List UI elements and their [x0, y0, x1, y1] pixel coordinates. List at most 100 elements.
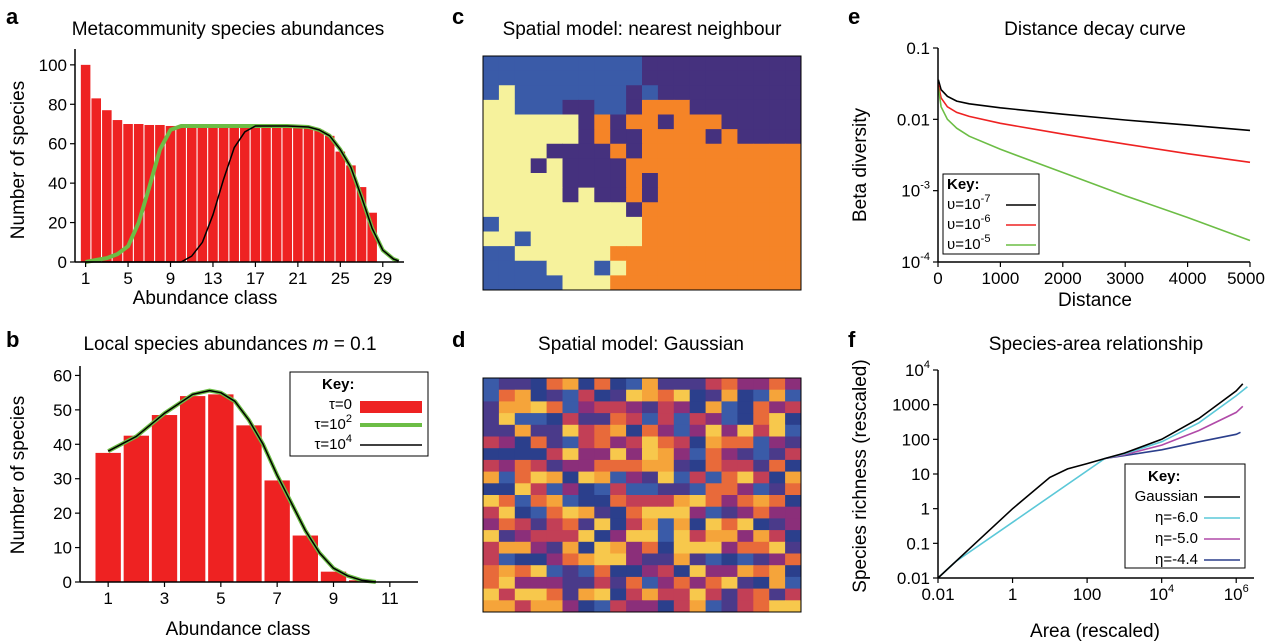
plot-d-cell: [642, 378, 659, 391]
plot-d-cell: [626, 459, 643, 473]
plot-c-cell: [657, 129, 675, 145]
plot-c-cell: [642, 70, 659, 86]
plot-a-bar: [250, 125, 261, 262]
plot-c-cell: [769, 187, 786, 203]
plot-d-cell: [483, 530, 500, 543]
plot-d-cell: [626, 424, 643, 437]
plot-c-cell: [785, 260, 802, 276]
plot-d-cell: [737, 401, 754, 414]
plot-c-cell: [610, 216, 627, 232]
plot-c-cell: [785, 56, 802, 72]
plot-d-cell: [498, 436, 516, 449]
plot-d-cell: [610, 401, 627, 414]
plot-d-cell: [626, 495, 643, 508]
plot-d-cell: [530, 471, 548, 484]
plot-c-cell: [769, 114, 786, 130]
plot-d-cell: [514, 506, 532, 519]
plot-b-bar: [95, 452, 121, 582]
plot-d-cell: [769, 459, 786, 473]
plot-c-cell: [785, 114, 802, 130]
plot-d-cell: [657, 565, 675, 578]
plot-d-cell: [721, 518, 738, 531]
plot-c-cell: [785, 275, 802, 291]
plot-d-cell: [785, 518, 802, 531]
plot-c-cell: [689, 85, 707, 101]
plot-c-cell: [689, 143, 707, 159]
plot-c-cell: [483, 202, 500, 218]
plot-c-cell: [514, 216, 532, 232]
plot-d-cell: [610, 576, 627, 590]
plot-d-cell: [610, 495, 627, 508]
plot-d-frame: [482, 377, 802, 613]
plot-d-cell: [578, 436, 595, 449]
plot-c-cell: [530, 70, 548, 86]
plot-d-cell: [737, 600, 754, 613]
plot-c-cell: [657, 216, 675, 232]
plot-c-cell: [673, 246, 691, 262]
plot-c-cell: [594, 143, 611, 159]
plot-a-bar: [261, 125, 271, 262]
plot-d-cell: [514, 459, 532, 473]
plot-c-cell: [610, 70, 627, 86]
plot-d-cell: [530, 483, 548, 496]
plot-d-cell: [626, 588, 643, 601]
plot-b-bar: [151, 415, 178, 582]
plot-d-cell: [673, 378, 691, 391]
plot-d-cell: [737, 483, 754, 496]
plot-c-cell: [530, 129, 548, 145]
plot-f-y-tick-label: 1000: [892, 396, 930, 415]
plot-d-cell: [673, 565, 691, 578]
plot-c-cell: [610, 114, 627, 130]
plot-c-cell: [769, 231, 786, 247]
plot-c-cell: [642, 260, 659, 276]
plot-c-cell: [721, 216, 738, 232]
plot-d-cell: [737, 495, 754, 508]
plot-c-cell: [483, 143, 500, 159]
plot-d-cell: [657, 483, 675, 496]
plot-c-cell: [753, 275, 770, 291]
plot-c-cell: [594, 275, 611, 291]
plot-d-cell: [769, 530, 786, 543]
plot-c-cell: [578, 173, 595, 189]
plot-c-cell: [721, 56, 738, 72]
legend-b-swatch-0: [360, 401, 422, 413]
plot-d-cell: [642, 436, 659, 449]
plot-d-cell: [737, 588, 754, 601]
plot-d-cell: [721, 506, 738, 519]
plot-a-y-tick-label: 40: [48, 174, 67, 193]
plot-d-cell: [626, 436, 643, 449]
plot-d-cell: [610, 448, 627, 461]
plot-c-cell: [689, 202, 707, 218]
plot-a-x-tick-label: 1: [81, 269, 90, 288]
plot-c-cell: [562, 216, 579, 232]
plot-d-cell: [514, 378, 532, 391]
plot-c-cell: [514, 70, 532, 86]
plot-d-cell: [514, 483, 532, 496]
plot-d-cell: [673, 471, 691, 484]
plot-c-cell: [578, 202, 595, 218]
plot-c-cell: [626, 202, 643, 218]
plot-d-cell: [514, 436, 532, 449]
plot-d-cell: [578, 518, 595, 531]
plot-b-x-tick-label: 9: [329, 589, 338, 608]
plot-d-cell: [498, 565, 516, 578]
plot-c-cell: [721, 114, 738, 130]
chart-f-species-area: 0.01 1 100 104 106 0.01 0.1 1 10 100 1000 104: [892, 359, 1254, 604]
plot-d-cell: [562, 518, 579, 531]
plot-c-cell: [753, 129, 770, 145]
plot-e-y-tick-label: 0.01: [897, 110, 930, 129]
plot-d-cell: [721, 588, 738, 601]
plot-c-cell: [562, 202, 579, 218]
plot-d-cell: [721, 401, 738, 414]
plot-a-bar: [123, 124, 133, 262]
plot-d-cell: [610, 565, 627, 578]
plot-d-cell: [562, 378, 579, 391]
plot-e-x-tick-label: 4000: [1169, 269, 1207, 288]
plot-a-x-tick-label: 9: [166, 269, 175, 288]
plot-b-bar: [179, 396, 206, 582]
plot-c-cell: [578, 275, 595, 291]
plot-c-cell: [721, 129, 738, 145]
plot-c-cell: [498, 187, 516, 203]
plot-d-cell: [737, 378, 754, 391]
